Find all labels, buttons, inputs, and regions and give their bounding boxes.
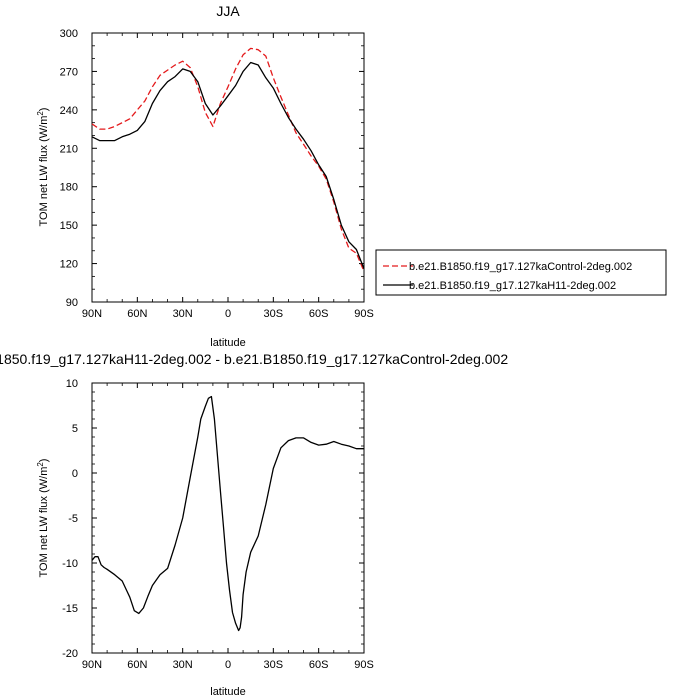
top-series-group xyxy=(91,47,365,272)
bottom-y-tick-label: -15 xyxy=(62,603,78,615)
top-x-tick-label: 30S xyxy=(264,308,284,320)
bottom-chart: b.e21.B1850.f19_g17.127kaH11-2deg.002 - … xyxy=(0,351,508,698)
legend-label-h11: b.e21.B1850.f19_g17.127kaH11-2deg.002 xyxy=(409,280,616,292)
top-y-tick-label: 270 xyxy=(60,66,78,78)
top-chart: JJA 90N 60N 30N 0 30S 60S 90S 90 120 150 180 210 24… xyxy=(36,3,667,349)
bottom-series-group xyxy=(91,395,364,632)
bottom-x-tick-label: 90N xyxy=(82,659,102,671)
bottom-x-tick-label: 30S xyxy=(264,659,284,671)
top-series-line-0 xyxy=(91,47,365,272)
top-y-tick-label: 120 xyxy=(60,259,78,271)
bottom-y-axis-label: TOM net LW flux (W/m2) xyxy=(36,459,50,578)
bottom-x-tick-label: 60N xyxy=(127,659,147,671)
top-y-tick-label: 240 xyxy=(60,105,78,117)
bottom-y-tick-label: -20 xyxy=(62,648,78,660)
top-chart-title: JJA xyxy=(216,3,240,19)
top-y-axis-label: TOM net LW flux (W/m2) xyxy=(36,108,50,227)
bottom-x-axis: 90N 60N 30N 0 30S 60S 90S xyxy=(82,383,374,671)
top-series-line-1 xyxy=(91,61,365,269)
bottom-y-tick-label: 5 xyxy=(72,423,78,435)
bottom-series-line-0 xyxy=(91,395,364,632)
bottom-x-tick-label: 60S xyxy=(309,659,329,671)
top-y-axis: 90 120 150 180 210 240 270 300 xyxy=(60,28,364,309)
top-y-tick-label: 180 xyxy=(60,182,78,194)
top-x-tick-label: 30N xyxy=(173,308,193,320)
bottom-y-tick-label: -5 xyxy=(68,513,78,525)
bottom-x-tick-label: 30N xyxy=(173,659,193,671)
bottom-y-axis-label-close: ) xyxy=(38,459,50,463)
top-x-axis-label: latitude xyxy=(210,337,245,349)
top-y-tick-label: 210 xyxy=(60,143,78,155)
bottom-y-tick-label: -10 xyxy=(62,558,78,570)
bottom-x-tick-label: 90S xyxy=(354,659,374,671)
bottom-y-axis: -20 -15 -10 -5 0 5 10 xyxy=(62,378,364,660)
top-x-axis: 90N 60N 30N 0 30S 60S 90S xyxy=(82,33,374,320)
top-x-tick-label: 90N xyxy=(82,308,102,320)
top-x-tick-label: 60N xyxy=(127,308,147,320)
bottom-x-tick-label: 0 xyxy=(225,659,231,671)
bottom-y-axis-label-main: TOM net LW flux (W/m xyxy=(38,467,50,578)
top-y-tick-label: 90 xyxy=(66,297,78,309)
top-y-axis-label-close: ) xyxy=(38,108,50,112)
top-y-axis-label-main: TOM net LW flux (W/m xyxy=(38,116,50,227)
top-x-tick-label: 90S xyxy=(354,308,374,320)
top-x-tick-label: 60S xyxy=(309,308,329,320)
top-x-tick-label: 0 xyxy=(225,308,231,320)
bottom-chart-title: b.e21.B1850.f19_g17.127kaH11-2deg.002 - … xyxy=(0,351,508,367)
top-y-tick-label: 150 xyxy=(60,220,78,232)
bottom-y-tick-label: 10 xyxy=(66,378,78,390)
bottom-y-axis-label-superscript: 2 xyxy=(36,462,45,467)
bottom-y-tick-label: 0 xyxy=(72,468,78,480)
top-y-tick-label: 300 xyxy=(60,28,78,40)
bottom-plot-frame xyxy=(91,382,365,654)
legend-label-control: b.e21.B1850.f19_g17.127kaControl-2deg.00… xyxy=(409,261,632,273)
legend-box xyxy=(375,249,667,296)
bottom-x-axis-label: latitude xyxy=(210,686,245,698)
top-plot-frame xyxy=(91,32,365,303)
legend: b.e21.B1850.f19_g17.127kaControl-2deg.00… xyxy=(375,249,667,296)
top-y-axis-label-superscript: 2 xyxy=(36,111,45,116)
